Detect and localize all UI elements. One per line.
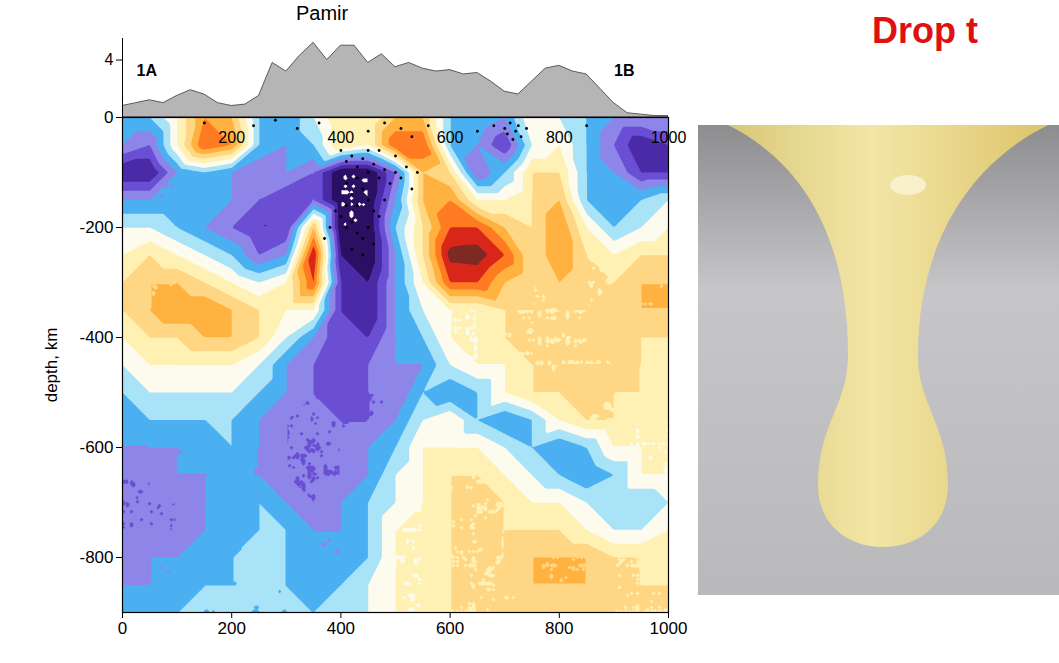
- svg-text:1B: 1B: [614, 62, 634, 79]
- svg-text:800: 800: [546, 129, 573, 146]
- html-text:Drop t: Drop t: [872, 10, 978, 51]
- svg-text:-200: -200: [79, 218, 113, 237]
- svg-text:0: 0: [118, 619, 127, 638]
- svg-text:200: 200: [218, 619, 246, 638]
- svg-text:800: 800: [545, 619, 573, 638]
- svg-text:1000: 1000: [651, 129, 687, 146]
- svg-text:400: 400: [328, 129, 355, 146]
- svg-text:4: 4: [105, 51, 114, 68]
- svg-text:-800: -800: [79, 548, 113, 567]
- svg-text:200: 200: [218, 129, 245, 146]
- svg-text:depth, km: depth, km: [42, 328, 61, 403]
- svg-text:400: 400: [327, 619, 355, 638]
- svg-text:-600: -600: [79, 438, 113, 457]
- svg-text:-400: -400: [79, 328, 113, 347]
- svg-text:1000: 1000: [650, 619, 688, 638]
- svg-text:600: 600: [436, 619, 464, 638]
- svg-text:1A: 1A: [137, 62, 158, 79]
- svg-text:600: 600: [437, 129, 464, 146]
- html-text:Pamir: Pamir: [296, 2, 349, 24]
- svg-text:0: 0: [104, 108, 113, 127]
